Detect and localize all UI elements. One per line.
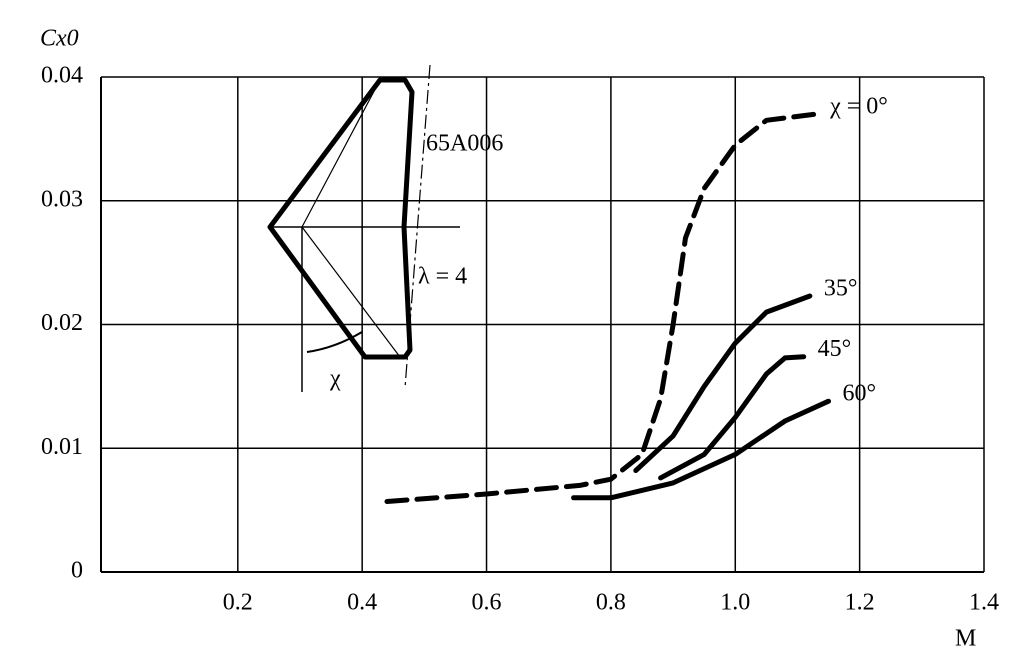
x-tick-label: 0.4	[347, 590, 377, 616]
series-label: 60°	[843, 381, 877, 407]
y-tick-label: 0	[71, 558, 83, 584]
wing-diagram	[267, 64, 460, 392]
x-tick-label: 0.2	[223, 590, 253, 616]
sweep-arc	[306, 331, 363, 353]
trailing-ref-line	[301, 226, 401, 358]
y-tick-label: 0.02	[41, 310, 83, 336]
y-tick-label: 0.03	[41, 186, 83, 212]
x-tick-label: 1.0	[720, 590, 750, 616]
series-line	[658, 354, 807, 481]
sweep-label: χ	[329, 366, 341, 392]
x-axis-label: M	[955, 626, 976, 652]
series-line	[384, 111, 819, 504]
series-line	[633, 293, 813, 473]
y-tick-label: 0.01	[41, 434, 83, 460]
x-tick-label: 0.6	[472, 590, 502, 616]
wing-outline	[267, 77, 415, 360]
series-label: χ = 0°	[829, 94, 888, 120]
aspect-label: λ = 4	[418, 264, 467, 290]
airfoil-label: 65A006	[426, 131, 503, 157]
x-tick-label: 0.8	[596, 590, 626, 616]
series-label: 35°	[824, 276, 858, 302]
leading-ref-line	[301, 79, 381, 228]
series-label: 45°	[818, 336, 852, 362]
x-tick-label: 1.2	[845, 590, 875, 616]
y-axis-label: Cx0	[40, 26, 79, 52]
series-line	[571, 398, 831, 501]
x-tick-label: 1.4	[969, 590, 999, 616]
y-tick-label: 0.04	[41, 63, 83, 89]
